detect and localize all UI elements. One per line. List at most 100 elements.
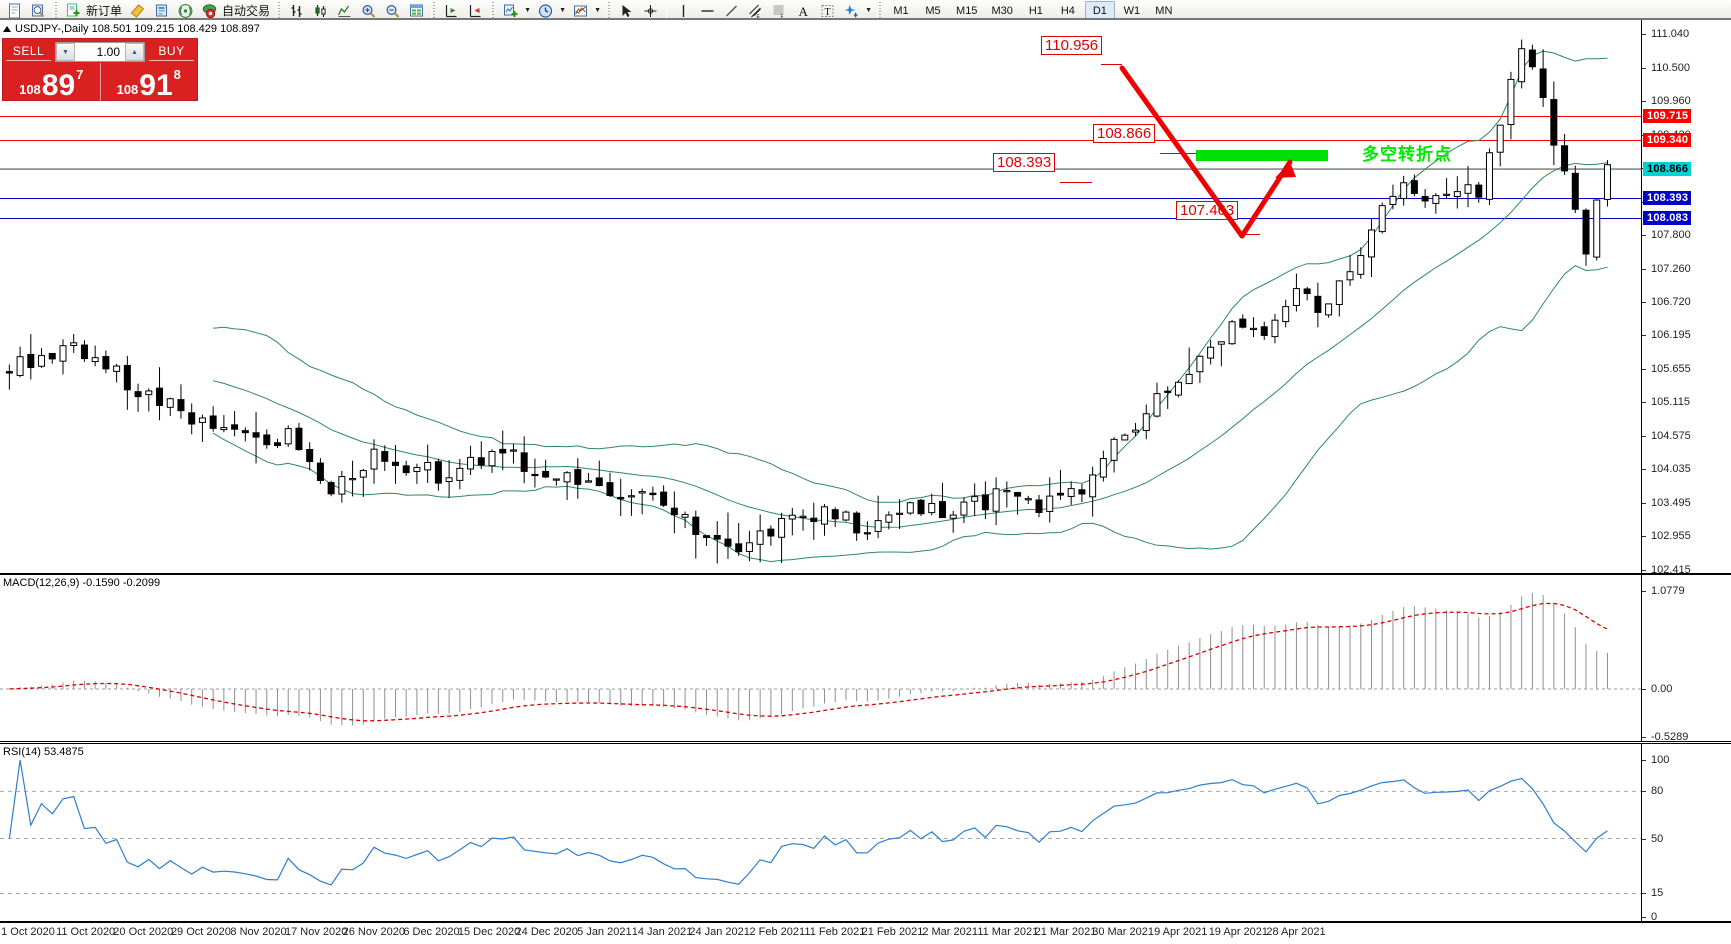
tf-m30[interactable]: M30	[991, 4, 1013, 17]
price-tick: 102.955	[1642, 530, 1691, 542]
one-click-trading-panel[interactable]: SELL ▼ 1.00 ▲ BUY 108 89 7 108 91 8	[2, 38, 198, 101]
price-axis[interactable]: 111.040110.500109.960109.420108.880108.3…	[1641, 20, 1731, 576]
rsi-pane[interactable]: RSI(14) 53.4875 100 80 50 15 0	[0, 743, 1731, 923]
anno-high-110956[interactable]: 110.956	[1041, 36, 1103, 55]
price-level-line[interactable]	[0, 198, 1641, 200]
chart-expand-icon[interactable]	[3, 26, 11, 32]
price-level-badge[interactable]: 109.340	[1643, 132, 1692, 147]
new-order-label[interactable]: 新订单	[86, 4, 123, 18]
toolbar-grip[interactable]	[53, 2, 58, 19]
data-window-icon[interactable]	[405, 1, 427, 21]
price-tick: 110.500	[1642, 62, 1690, 74]
anno-level-108393[interactable]: 108.393	[993, 153, 1056, 172]
highlight-zone[interactable]	[1196, 150, 1328, 161]
toolbar-grip-2[interactable]	[276, 2, 282, 19]
volume-increase-button[interactable]: ▲	[125, 43, 144, 61]
indicators-dropdown-arrow[interactable]: ▼	[524, 7, 531, 14]
templates-dropdown-arrow[interactable]: ▼	[594, 7, 601, 14]
equidistant-channel-icon[interactable]: E	[744, 1, 766, 21]
candlestick-chart-icon[interactable]	[309, 1, 331, 21]
experts-icon[interactable]	[150, 1, 172, 21]
tf-m1[interactable]: M1	[893, 4, 909, 17]
volume-stepper[interactable]: ▼ 1.00 ▲	[55, 42, 145, 62]
price-plot-area[interactable]	[0, 20, 1731, 573]
text-a-icon[interactable]: A	[792, 1, 814, 21]
anno-cn-turning-point[interactable]: 多空转折点	[1362, 145, 1452, 164]
auto-scroll-icon[interactable]	[440, 1, 462, 21]
zoom-in-icon[interactable]	[357, 1, 379, 21]
volume-decrease-button[interactable]: ▼	[56, 43, 75, 61]
trendline-icon[interactable]	[720, 1, 742, 21]
macd-pane[interactable]: MACD(12,26,9) -0.1590 -0.2099 1.0779 0.00…	[0, 574, 1731, 743]
price-chart-pane[interactable]: 111.040110.500109.960109.420108.880108.3…	[0, 18, 1731, 576]
cursor-icon[interactable]	[615, 1, 637, 21]
tf-h1[interactable]: H1	[1028, 4, 1043, 17]
price-level-line[interactable]	[0, 217, 1641, 219]
chart-shift-icon[interactable]	[464, 1, 486, 21]
new-chart-icon[interactable]	[3, 1, 25, 21]
vertical-line-icon[interactable]	[672, 1, 694, 21]
time-tick: 6 Dec 2020	[403, 926, 460, 938]
indicators-icon[interactable]	[499, 1, 521, 21]
svg-text:E: E	[756, 14, 760, 19]
volume-input[interactable]: 1.00	[96, 45, 120, 59]
autotrading-label[interactable]: 自动交易	[222, 4, 271, 18]
tf-w1[interactable]: W1	[1123, 4, 1141, 17]
buy-button[interactable]: BUY	[149, 44, 194, 61]
rsi-axis[interactable]: 100 80 50 15 0	[1641, 744, 1731, 923]
zoom-out-icon[interactable]	[381, 1, 403, 21]
annotation-leader	[1060, 182, 1092, 183]
sell-button[interactable]: SELL	[6, 44, 51, 61]
rsi-tick: 80	[1642, 785, 1663, 797]
new-order-icon[interactable]	[62, 1, 84, 21]
time-tick: 19 Apr 2021	[1208, 926, 1269, 938]
price-level-line[interactable]	[0, 116, 1641, 118]
svg-text:F: F	[780, 14, 783, 19]
rsi-plot-area[interactable]	[0, 744, 1731, 921]
clock-icon[interactable]	[534, 1, 556, 21]
metaeditor-icon[interactable]	[126, 1, 148, 21]
price-level-badge[interactable]: 108.083	[1643, 210, 1692, 225]
annotation-leader	[1160, 153, 1196, 154]
time-tick: 26 Nov 2020	[342, 926, 406, 938]
profiles-icon[interactable]	[27, 1, 49, 21]
buy-price[interactable]: 108 91 8	[99, 63, 198, 101]
crosshair-icon[interactable]	[639, 1, 661, 21]
sell-price[interactable]: 108 89 7	[3, 63, 100, 101]
fibonacci-icon[interactable]: F	[768, 1, 790, 21]
toolbar-grip-4[interactable]	[490, 2, 496, 19]
macd-plot-area[interactable]	[0, 575, 1731, 741]
price-level-line[interactable]	[0, 169, 1641, 171]
time-axis[interactable]: 1 Oct 2020 11 Oct 2020 20 Oct 2020 29 Oct 2…	[0, 922, 1731, 941]
buy-price-sup: 8	[173, 67, 181, 82]
price-level-badge[interactable]: 108.866	[1643, 162, 1692, 177]
anno-low-107463[interactable]: 107.463	[1176, 201, 1239, 220]
chart-title-text: USDJPY-,Daily 108.501 109.215 108.429 10…	[15, 23, 260, 35]
clock-dropdown-arrow[interactable]: ▼	[559, 7, 566, 14]
tf-m15[interactable]: M15	[956, 4, 978, 17]
shapes-icon[interactable]	[840, 1, 862, 21]
templates-icon[interactable]	[569, 1, 591, 21]
bar-chart-icon[interactable]	[285, 1, 307, 21]
tf-m5[interactable]: M5	[925, 4, 941, 17]
macd-axis[interactable]: 1.0779 0.00 -0.5289	[1641, 575, 1731, 743]
shapes-dropdown-arrow[interactable]: ▼	[865, 7, 872, 14]
text-label-icon[interactable]: T	[816, 1, 838, 21]
macd-tick: 0.00	[1642, 683, 1672, 695]
autotrading-icon[interactable]	[198, 1, 220, 21]
anno-level-108866[interactable]: 108.866	[1093, 124, 1156, 143]
toolbar-grip-5[interactable]	[606, 2, 612, 19]
tf-h4[interactable]: H4	[1060, 4, 1075, 17]
macd-title: MACD(12,26,9) -0.1590 -0.2099	[3, 577, 161, 589]
time-tick: 9 Apr 2021	[1154, 926, 1208, 938]
toolbar-grip-3[interactable]	[431, 2, 437, 19]
signals-icon[interactable]	[174, 1, 196, 21]
line-chart-icon[interactable]	[333, 1, 355, 21]
chart-title: USDJPY-,Daily 108.501 109.215 108.429 10…	[0, 23, 260, 35]
price-level-badge[interactable]: 108.393	[1643, 191, 1692, 206]
toolbar-grip-6[interactable]	[877, 2, 883, 19]
price-level-badge[interactable]: 109.715	[1643, 109, 1692, 124]
horizontal-line-icon[interactable]	[696, 1, 718, 21]
tf-mn[interactable]: MN	[1155, 4, 1173, 17]
toolbar-separator	[666, 2, 668, 19]
